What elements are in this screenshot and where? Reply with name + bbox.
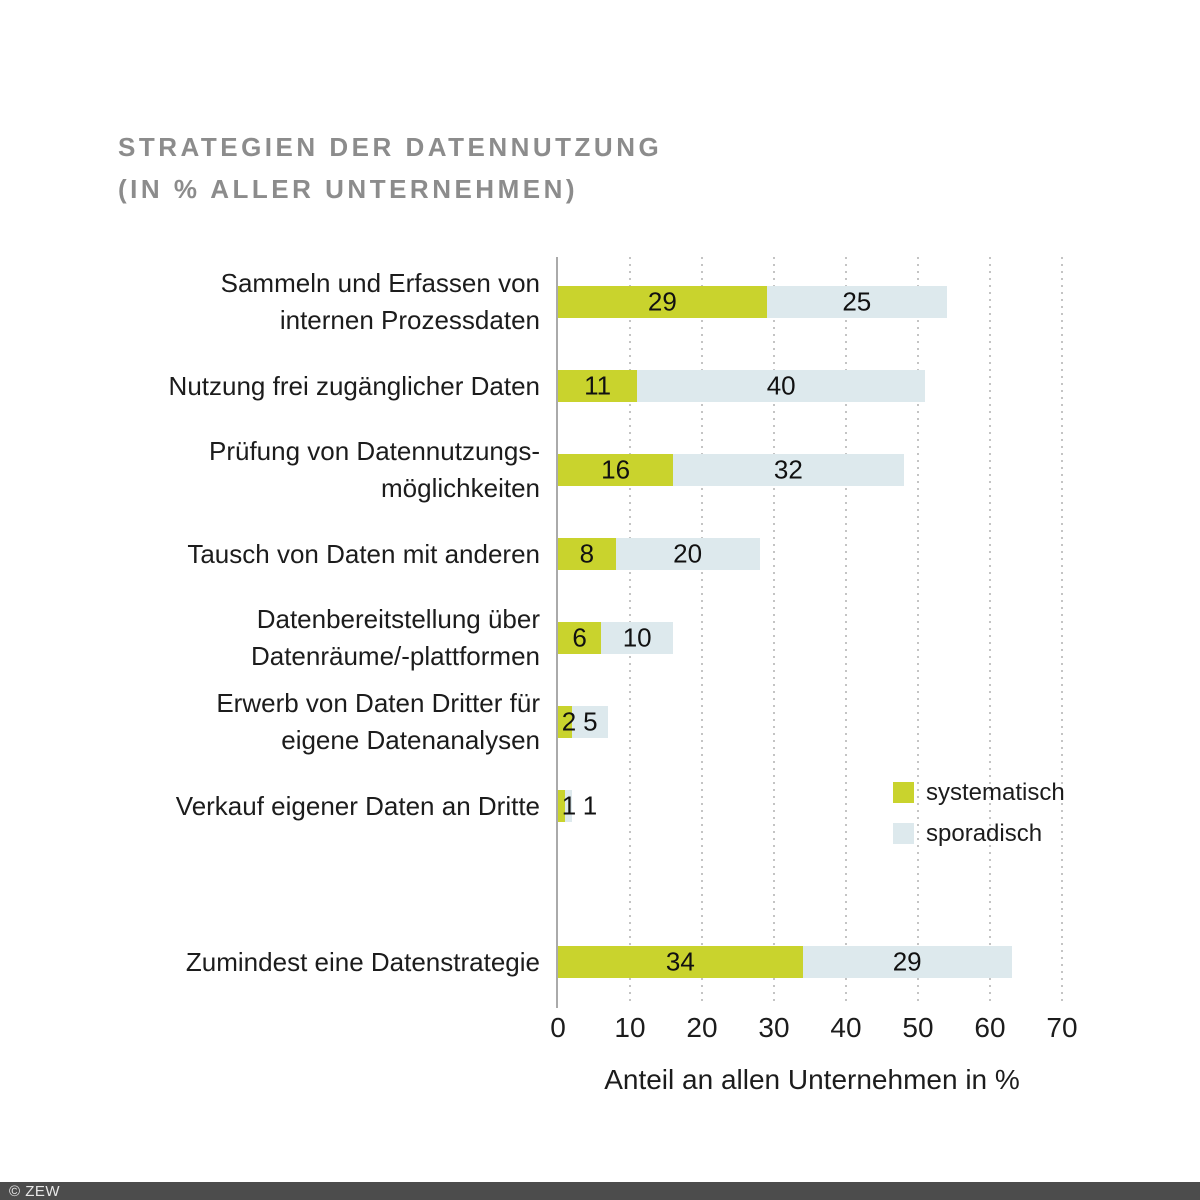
bar-value-label: 32 [773,454,803,485]
y-axis-zero-line [556,257,558,1008]
bar-value-label: 20 [673,538,703,569]
category-label: Datenbereitstellung über Datenräume/-pla… [250,604,540,671]
bar-segment-systematisch [558,454,674,486]
x-tick-40: 40 [830,1012,862,1043]
bar-value-label: 10 [622,622,652,653]
category-label: Nutzung frei zugänglicher Daten [168,370,540,401]
footer-bar: © ZEW [0,1182,1200,1200]
gridline-30 [773,257,775,1006]
bar-value-label: 29 [892,946,922,977]
sporadisch-color-swatch [893,823,914,844]
bar-segment-sporadisch [637,370,926,402]
category-label: Erwerb von Daten Dritter für eigene Date… [216,688,540,755]
bar-segment-sporadisch [766,286,947,318]
bar-value-label: 2 [561,706,577,737]
bar-segment-systematisch [558,790,566,822]
x-tick-60: 60 [974,1012,1006,1043]
bar-value-label: 1 [582,790,598,821]
gridline-70 [1061,257,1063,1006]
category-label: Verkauf eigener Daten an Dritte [175,790,540,821]
legend-item-sporadisch: sporadisch [893,813,1065,854]
legend: systematisch sporadisch [893,772,1065,854]
chart-title-line1: STRATEGIEN DER DATENNUTZUNG [118,132,663,162]
bar-segment-systematisch [558,286,767,318]
bar-value-label: 16 [601,454,631,485]
gridline-50 [917,257,919,1006]
x-tick-0: 0 [550,1012,566,1043]
bar-segment-sporadisch [565,790,573,822]
legend-label-systematisch: systematisch [926,778,1065,806]
x-tick-20: 20 [686,1012,718,1043]
legend-label-sporadisch: sporadisch [926,819,1043,847]
systematisch-color-swatch [893,782,914,803]
x-axis-label: Anteil an allen Unternehmen in % [604,1064,1020,1095]
bar-segment-sporadisch [615,538,760,570]
bar-segment-sporadisch [802,946,1012,978]
bar-value-label: 40 [766,370,796,401]
bar-value-label: 29 [647,286,677,317]
gridline-40 [845,257,847,1006]
bar-segment-systematisch [558,538,616,570]
chart-title: STRATEGIEN DER DATENNUTZUNG (IN % ALLER … [118,126,662,210]
bar-value-label: 6 [572,622,587,653]
bar-value-label: 25 [842,286,872,317]
category-label: Sammeln und Erfassen von internen Prozes… [220,268,540,335]
x-tick-10: 10 [614,1012,646,1043]
gridline-20 [701,257,703,1006]
legend-item-systematisch: systematisch [893,772,1065,813]
bar-value-label: 11 [584,370,612,401]
x-tick-30: 30 [758,1012,790,1043]
bar-value-label: 1 [561,790,577,821]
category-label: Tausch von Daten mit anderen [187,538,540,569]
x-tick-50: 50 [902,1012,934,1043]
bar-segment-systematisch [558,946,803,978]
bar-value-label: 8 [579,538,595,569]
bar-segment-systematisch [558,370,638,402]
gridline-60 [989,257,991,1006]
bar-value-label: 34 [665,946,695,977]
category-label: Prüfung von Datennutzungs- möglichkeiten [209,436,540,503]
category-label: Zumindest eine Datenstrategie [185,946,540,977]
bar-segment-systematisch [558,622,602,654]
bar-value-label: 5 [583,706,598,737]
copyright-text: © ZEW [9,1182,61,1200]
bar-segment-sporadisch [572,706,609,738]
chart-title-line2: (IN % ALLER UNTERNEHMEN) [118,174,579,204]
x-tick-70: 70 [1046,1012,1078,1043]
bar-segment-systematisch [558,706,573,738]
bar-segment-sporadisch [673,454,904,486]
bar-segment-sporadisch [601,622,674,654]
